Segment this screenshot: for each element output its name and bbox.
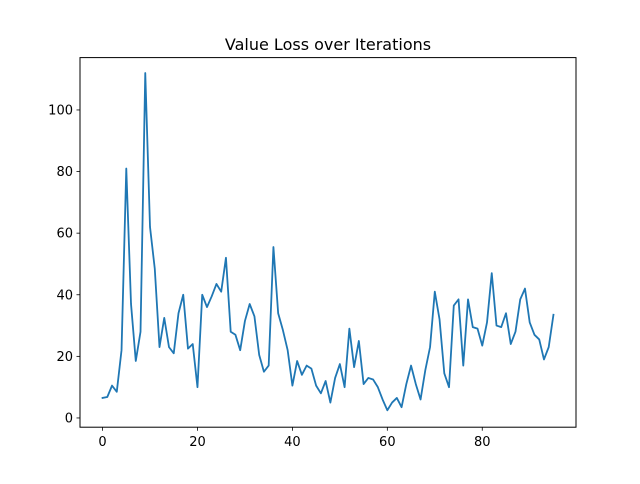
chart-title: Value Loss over Iterations <box>225 35 431 54</box>
y-tick-label: 0 <box>65 411 73 426</box>
y-tick-label: 40 <box>56 288 73 303</box>
value-loss-series-line <box>101 72 555 412</box>
y-tick-label: 100 <box>48 103 73 118</box>
ticks-layer: 0 20 40 60 80 0 20 40 60 80 100 <box>48 103 490 450</box>
x-tick-label: 60 <box>379 435 396 450</box>
x-tick-label: 40 <box>284 435 301 450</box>
x-tick-label: 20 <box>189 435 206 450</box>
y-tick-label: 60 <box>56 227 73 242</box>
y-tick-label: 20 <box>56 350 73 365</box>
x-tick-label: 80 <box>474 435 491 450</box>
x-tick-label: 0 <box>98 435 106 450</box>
y-tick-label: 80 <box>56 165 73 180</box>
plot-area-frame <box>79 57 577 428</box>
series-layer <box>101 72 555 412</box>
